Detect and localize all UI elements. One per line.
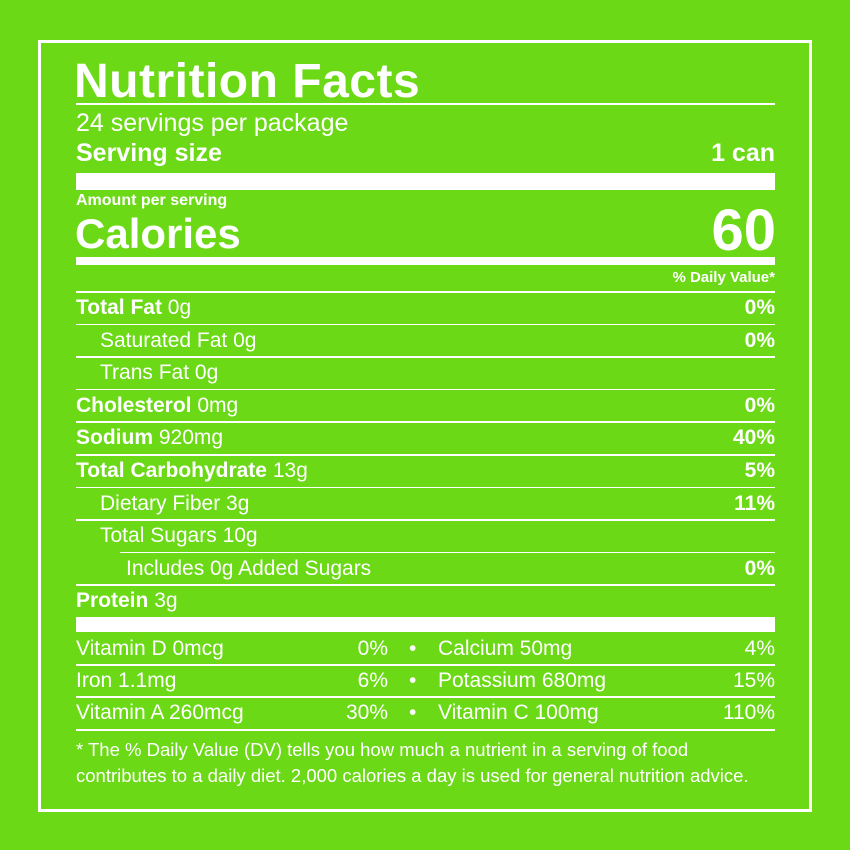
bullet: • (409, 669, 417, 692)
rule (76, 421, 775, 423)
rule (120, 551, 775, 554)
nutrient-amount: 0g (233, 328, 257, 352)
serving-size-value: 1 can (711, 139, 775, 167)
nutrient-row: Total Fat 0g 0% (76, 292, 775, 324)
nutrient-amount: 10g (222, 524, 258, 548)
nutrient-amount: 3g (226, 491, 250, 515)
daily-value: 5% (744, 459, 775, 482)
vitamin-dv: 4% (744, 637, 775, 660)
daily-value: 11% (734, 491, 775, 515)
vitamin-name: Calcium 50mg (438, 637, 573, 660)
bullet: • (409, 701, 417, 724)
nutrient-name: Trans Fat 0g (100, 357, 218, 389)
amount-label: Amount per serving (76, 192, 228, 209)
nutrient-row: Protein 3g (76, 585, 775, 617)
daily-value: 0% (744, 556, 775, 580)
nutrient-row: Saturated Fat 0g 0% (76, 325, 775, 357)
vitamin-name: Vitamin C 100mg (438, 701, 599, 724)
vitamin-dv: 110% (722, 701, 775, 724)
rule (76, 356, 775, 358)
vitamin-dv: 6% (357, 669, 388, 692)
vitamin-name: Iron 1.1mg (76, 669, 177, 692)
nutrient-name: Trans Fat (100, 361, 190, 385)
nutrient-row: Sodium 920mg 40% (76, 422, 775, 454)
frame (38, 40, 812, 812)
nutrient-name: Dietary Fiber (100, 491, 221, 515)
nutrient-name: Total Fat 0g (76, 292, 191, 324)
nutrient-name: Total Sugars (100, 524, 217, 548)
rule (76, 519, 775, 521)
nutrient-row: Total Carbohydrate 13g 5% (76, 455, 775, 487)
daily-value-header: % Daily Value* (672, 269, 775, 286)
nutrient-name: Cholesterol 0mg (76, 390, 238, 422)
nutrient-amount: 920mg (158, 426, 224, 450)
nutrient-name: Total Carbohydrate (76, 459, 267, 482)
rule (76, 291, 775, 293)
nutrient-amount: 0mg (197, 393, 239, 417)
nutrient-row: Dietary Fiber 3g 11% (76, 488, 775, 520)
thick-rule (76, 617, 775, 632)
rule (76, 103, 775, 105)
rule (76, 454, 775, 456)
nutrient-amount: 0g (194, 361, 219, 385)
nutrient-row: Cholesterol 0mg 0% (76, 390, 775, 422)
daily-value: 40% (732, 426, 775, 450)
daily-value: 0% (744, 296, 775, 319)
rule (76, 584, 775, 586)
vitamin-name: Vitamin D 0mcg (76, 637, 224, 660)
nutrient-name: Dietary Fiber 3g (100, 488, 249, 520)
nutrient-name: Total Sugars 10g (100, 520, 258, 552)
calories-value: 60 (711, 198, 776, 263)
vitamin-dv: 15% (732, 669, 775, 692)
daily-value: 0% (744, 393, 775, 417)
rule (76, 388, 775, 391)
nutrient-row: Includes 0g Added Sugars 0% (76, 553, 775, 585)
footnote: * The % Daily Value (DV) tells you how m… (76, 739, 689, 760)
nutrient-amount: 13g (272, 459, 308, 482)
serving-size-label: Serving size (76, 139, 222, 167)
nutrient-name: Protein (76, 589, 149, 613)
nutrient-name: Total Carbohydrate 13g (76, 455, 308, 487)
nutrient-name: Saturated Fat (100, 328, 228, 352)
footnote: contributes to a daily diet. 2,000 calor… (76, 765, 749, 786)
calories-label: Calories (75, 210, 241, 257)
nutrient-name: Includes 0g Added Sugars (126, 556, 372, 580)
nutrient-name: Sodium 920mg (76, 422, 223, 454)
nutrient-amount: 0g (167, 296, 192, 319)
nutrient-name: Total Fat (76, 296, 162, 319)
nutrient-name: Sodium (76, 426, 153, 450)
bullet: • (409, 637, 417, 660)
thick-rule (76, 173, 775, 190)
nutrient-name: Saturated Fat 0g (100, 325, 256, 357)
nutrient-name: Protein 3g (76, 585, 178, 617)
rule (76, 323, 775, 326)
nutrient-row: Total Sugars 10g (76, 520, 775, 552)
vitamin-name: Vitamin A 260mcg (76, 701, 244, 724)
rule (76, 664, 775, 666)
rule (76, 729, 775, 731)
daily-value: 0% (744, 328, 775, 352)
nutrient-row: Trans Fat 0g (76, 357, 775, 389)
vitamin-name: Potassium 680mg (438, 669, 607, 692)
nutrient-name: Includes 0g Added Sugars (126, 553, 371, 585)
nutrient-amount: 3g (154, 589, 178, 613)
rule (76, 696, 775, 698)
title: Nutrition Facts (74, 55, 421, 108)
medium-rule (76, 257, 775, 265)
servings: 24 servings per package (76, 109, 349, 137)
nutrient-name: Cholesterol (76, 393, 192, 417)
vitamin-dv: 30% (345, 701, 388, 724)
rule (76, 486, 775, 489)
vitamin-dv: 0% (357, 637, 388, 660)
